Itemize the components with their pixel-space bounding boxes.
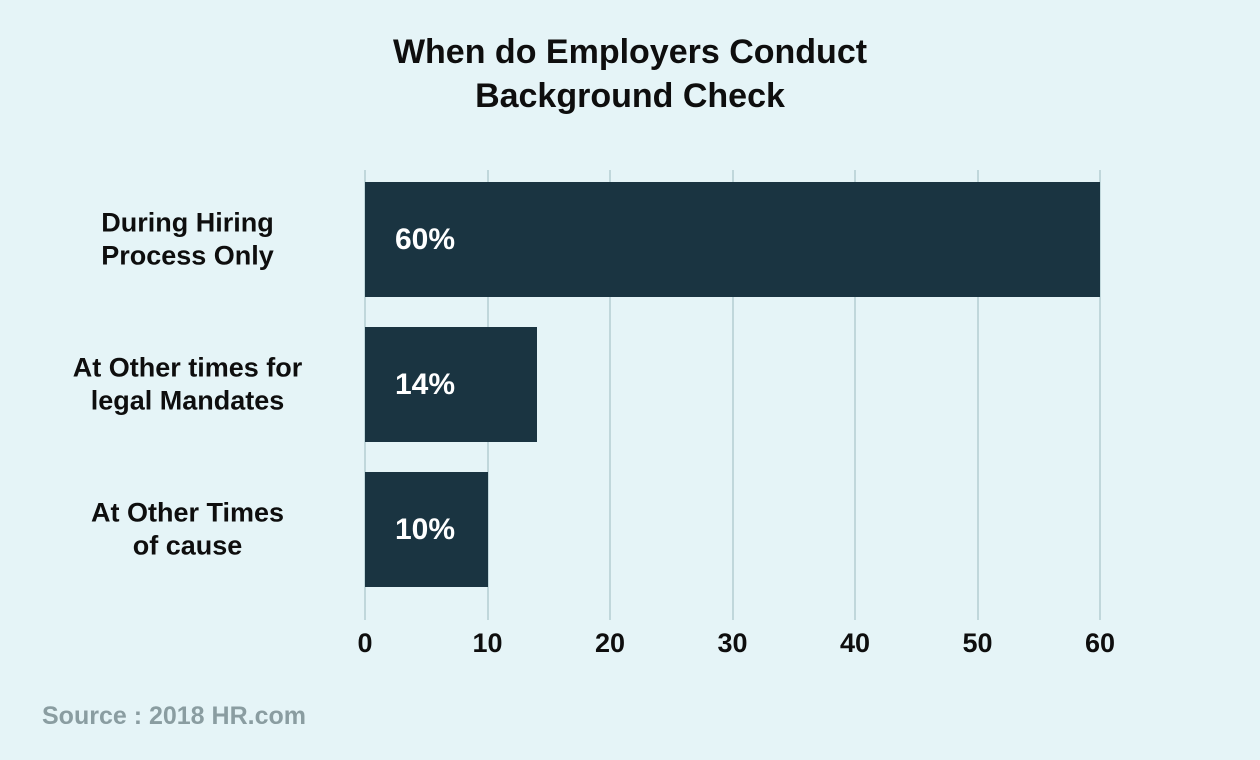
x-axis-tick: 10 — [472, 628, 502, 659]
source-attribution: Source : 2018 HR.com — [42, 702, 306, 731]
bar-value-label: 14% — [395, 368, 455, 402]
x-axis-tick: 50 — [962, 628, 992, 659]
bar-value-label: 10% — [395, 513, 455, 547]
bar — [365, 182, 1100, 297]
x-axis-tick: 0 — [357, 628, 372, 659]
bar-row: 14%At Other times for legal Mandates — [365, 327, 1100, 442]
x-axis-tick: 20 — [595, 628, 625, 659]
bar-value-label: 60% — [395, 223, 455, 257]
x-axis-tick: 40 — [840, 628, 870, 659]
category-label: During Hiring Process Only — [35, 206, 365, 274]
x-axis-tick: 60 — [1085, 628, 1115, 659]
category-label: At Other Times of cause — [35, 496, 365, 564]
chart-title: When do Employers Conduct Background Che… — [0, 30, 1260, 118]
plot-region: 010203040506060%During Hiring Process On… — [365, 170, 1100, 620]
chart-area: 010203040506060%During Hiring Process On… — [0, 170, 1260, 620]
x-axis-tick: 30 — [717, 628, 747, 659]
bar-row: 10%At Other Times of cause — [365, 472, 1100, 587]
bar-row: 60%During Hiring Process Only — [365, 182, 1100, 297]
category-label: At Other times for legal Mandates — [35, 351, 365, 419]
